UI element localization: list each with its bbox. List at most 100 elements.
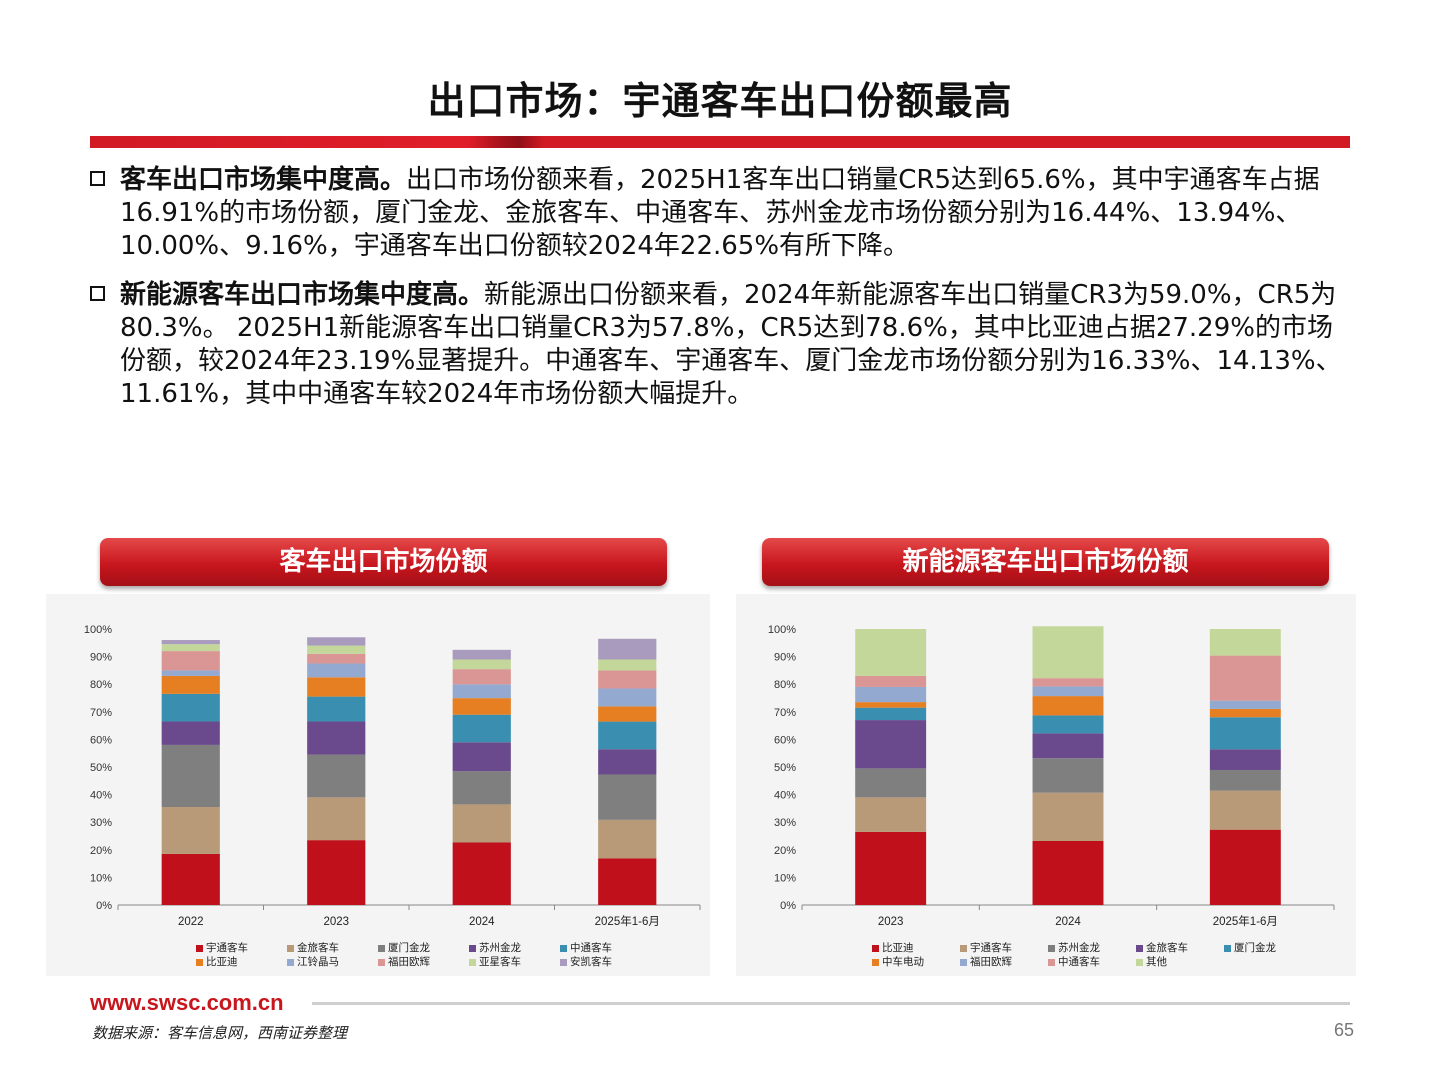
bar-segment (307, 677, 366, 697)
x-tick-label: 2025年1-6月 (595, 914, 660, 928)
legend-item: 宇通客车 (960, 940, 1012, 955)
legend-label: 宇通客车 (970, 942, 1012, 954)
legend-swatch (1048, 944, 1055, 952)
legend-label: 苏州金龙 (479, 942, 521, 954)
footer-url[interactable]: www.swsc.com.cn (90, 990, 284, 1015)
legend-swatch (287, 958, 294, 966)
y-tick-label: 30% (90, 817, 112, 829)
legend-item: 宇通客车 (196, 940, 248, 955)
bar-segment (161, 807, 220, 854)
bar-segment (598, 774, 657, 820)
bar-segment (1209, 629, 1281, 656)
bar-segment (452, 771, 511, 805)
bar-segment (452, 698, 511, 715)
legend-swatch (287, 944, 294, 952)
bus-export-share-chart: 0% 10% 20% 30% 40% 50% 60% 70% 80% 90% 100% 2022 202… (60, 615, 710, 935)
bar-segment (855, 831, 927, 905)
bar-segment (161, 651, 220, 671)
y-tick-label: 10% (774, 872, 796, 884)
legend-item: 苏州金龙 (1048, 940, 1100, 955)
bar-segment (855, 675, 927, 687)
bar-segment (855, 686, 927, 703)
bullet-heading: 新能源客车出口市场集中度高。 (120, 280, 485, 310)
bar-segment (307, 637, 366, 646)
legend-label: 中通客车 (1058, 956, 1100, 968)
y-tick-label: 50% (774, 762, 796, 774)
legend-item: 厦门金龙 (378, 940, 430, 955)
legend-swatch (960, 958, 967, 966)
bullet-heading: 客车出口市场集中度高。 (120, 165, 407, 195)
page-number: 65 (1334, 1020, 1355, 1040)
legend-label: 福田欧辉 (388, 956, 430, 968)
y-tick-label: 100% (768, 624, 796, 636)
legend-swatch (1048, 958, 1055, 966)
bar-segment (598, 688, 657, 707)
bar-segment (855, 797, 927, 832)
bar-segment (161, 670, 220, 676)
y-tick-label: 0% (780, 900, 796, 912)
bar-segment (598, 706, 657, 722)
bar-segment (1209, 700, 1281, 709)
legend-item: 比亚迪 (872, 940, 914, 955)
legend-label: 中车电动 (882, 956, 924, 968)
bar-segment (307, 840, 366, 905)
y-tick-label: 20% (774, 845, 796, 857)
y-tick-label: 10% (90, 872, 112, 884)
legend-label: 金旅客车 (297, 942, 339, 954)
legend-swatch (469, 944, 476, 952)
legend-swatch (560, 958, 567, 966)
y-tick-label: 90% (774, 652, 796, 664)
legend-swatch (872, 944, 879, 952)
bar-segment (1209, 655, 1281, 701)
bar-segment (1209, 708, 1281, 718)
bar-segment (307, 721, 366, 755)
page-title: 出口市场：宇通客车出口份额最高 (427, 79, 1013, 123)
bar-segment (598, 858, 657, 905)
legend-item: 亚星客车 (469, 954, 521, 969)
data-source: 数据来源：客车信息网，西南证券整理 (92, 1024, 348, 1042)
bullet-item: 新能源客车出口市场集中度高。新能源出口份额来看，2024年新能源客车出口销量CR… (88, 279, 1354, 411)
bar-segment (161, 644, 220, 652)
legend-item: 金旅客车 (1136, 940, 1188, 955)
legend-label: 厦门金龙 (1234, 942, 1276, 954)
legend-swatch (960, 944, 967, 952)
bar-segment (1209, 749, 1281, 770)
y-tick-label: 80% (90, 679, 112, 691)
legend-item: 中通客车 (560, 940, 612, 955)
bar-segment (598, 638, 657, 660)
legend-item: 福田欧辉 (378, 954, 430, 969)
legend-label: 金旅客车 (1146, 942, 1188, 954)
legend-item: 比亚迪 (196, 954, 238, 969)
y-tick-label: 80% (774, 679, 796, 691)
square-bullet-icon (90, 286, 105, 301)
y-tick-label: 50% (90, 762, 112, 774)
bar-segment (452, 669, 511, 685)
y-tick-label: 30% (774, 817, 796, 829)
bar-segment (307, 645, 366, 654)
bar-segment (307, 754, 366, 798)
legend-item: 中通客车 (1048, 954, 1100, 969)
bar-segment (161, 693, 220, 722)
y-tick-label: 40% (90, 790, 112, 802)
bar-segment (855, 768, 927, 798)
legend-swatch (872, 958, 879, 966)
bullet-text: 新能源出口份额来看，2024年新能源客车出口销量CR3为59.0%，CR5为80… (120, 280, 1342, 409)
legend-label: 福田欧辉 (970, 956, 1012, 968)
bar-segment (1209, 769, 1281, 791)
bar-segment (1032, 626, 1104, 679)
square-bullet-icon (90, 171, 105, 186)
legend-label: 比亚迪 (206, 956, 238, 968)
legend-item: 厦门金龙 (1224, 940, 1276, 955)
legend-label: 中通客车 (570, 942, 612, 954)
bullet-list: 客车出口市场集中度高。出口市场份额来看，2025H1客车出口销量CR5达到65.… (88, 164, 1354, 427)
bar-segment (1032, 686, 1104, 697)
bullet-item: 客车出口市场集中度高。出口市场份额来看，2025H1客车出口销量CR5达到65.… (88, 164, 1354, 263)
y-tick-label: 0% (96, 900, 112, 912)
legend-label: 安凯客车 (570, 956, 612, 968)
panel-heading-nev-bus-export: 新能源客车出口市场份额 (762, 538, 1329, 586)
legend-item: 江铃晶马 (287, 954, 339, 969)
bar-segment (1032, 696, 1104, 716)
x-tick-label: 2024 (1055, 916, 1081, 928)
y-tick-label: 100% (84, 624, 112, 636)
bar-segment (598, 749, 657, 775)
